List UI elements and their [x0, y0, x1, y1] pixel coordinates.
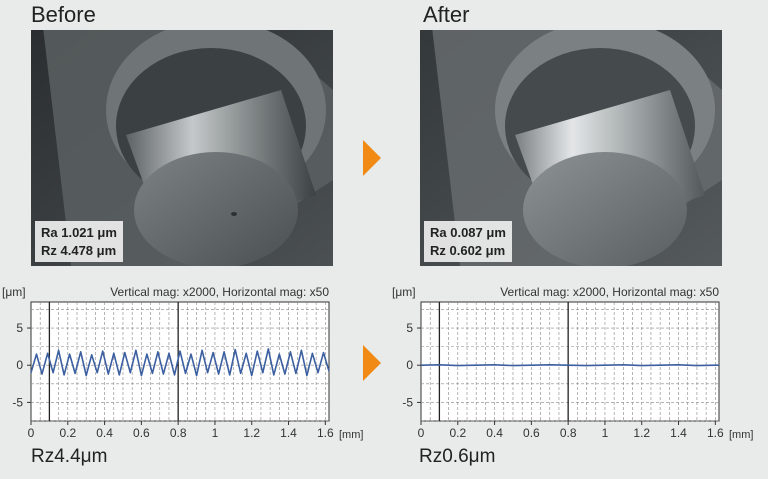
x-axis-label: [mm] — [339, 429, 363, 441]
before-roughness-box: Ra 1.021 μm Rz 4.478 μm — [35, 221, 123, 262]
after-roughness-box: Ra 0.087 μm Rz 0.602 μm — [424, 221, 512, 262]
plot-area — [30, 301, 330, 422]
x-tick-label: 1.2 — [243, 426, 260, 440]
x-tick-label: 1 — [212, 426, 219, 440]
x-tick-label: 1.2 — [633, 426, 650, 440]
profile-line — [420, 364, 719, 367]
x-tick-label: 0.8 — [560, 426, 577, 440]
x-tick-label: 0.6 — [523, 426, 540, 440]
x-tick-label: 1.6 — [317, 426, 334, 440]
y-tick-label: 5 — [406, 321, 413, 335]
after-rz-value: Rz 0.602 μm — [430, 243, 506, 258]
x-tick-label: 0.2 — [449, 426, 466, 440]
after-profile-svg: 0 0.2 0.4 0.6 0.8 1 1.2 1.4 1.6 5 0 -5 [μm] [mm] Verti… — [392, 285, 753, 441]
y-tick-label: -5 — [402, 395, 413, 409]
x-tick-label: 1.6 — [707, 426, 724, 440]
arrow-right-icon — [363, 140, 381, 176]
x-tick-label: 1 — [602, 426, 609, 440]
x-axis-label: [mm] — [729, 429, 753, 441]
plot-area — [420, 301, 720, 422]
before-profile-chart: 0 0.2 0.4 0.6 0.8 1 1.2 1.4 1.6 5 0 -5 [μm] [mm] Verti… — [0, 284, 363, 441]
y-axis-label: [μm] — [392, 285, 416, 299]
before-title: Before — [31, 2, 96, 27]
x-tick-label: 0 — [418, 426, 425, 440]
chart-title: Vertical mag: x2000, Horizontal mag: x50 — [110, 285, 329, 299]
profile-line — [30, 348, 330, 377]
x-tick-label: 0 — [28, 426, 35, 440]
x-tick-label: 0.2 — [59, 426, 76, 440]
arrow-right-icon — [363, 345, 381, 381]
y-tick-label: 0 — [406, 358, 413, 372]
after-profile-chart: 0 0.2 0.4 0.6 0.8 1 1.2 1.4 1.6 5 0 -5 [μm] [mm] Verti… — [390, 284, 753, 441]
before-ra-value: Ra 1.021 μm — [41, 225, 117, 240]
y-axis-label: [μm] — [2, 285, 26, 299]
x-tick-label: 1.4 — [670, 426, 687, 440]
after-photo: Ra 0.087 μm Rz 0.602 μm — [420, 30, 722, 266]
before-rz-caption: Rz4.4μm — [31, 446, 108, 467]
x-tick-label: 0.4 — [486, 426, 503, 440]
x-tick-label: 0.4 — [96, 426, 113, 440]
x-tick-label: 0.6 — [133, 426, 150, 440]
chart-title: Vertical mag: x2000, Horizontal mag: x50 — [500, 285, 719, 299]
before-rz-value: Rz 4.478 μm — [41, 243, 117, 258]
after-title: After — [423, 2, 470, 27]
x-tick-label: 1.4 — [280, 426, 297, 440]
x-tick-label: 0.8 — [170, 426, 187, 440]
y-tick-label: 0 — [16, 358, 23, 372]
before-profile-svg: 0 0.2 0.4 0.6 0.8 1 1.2 1.4 1.6 5 0 -5 [μm] [mm] Verti… — [2, 285, 363, 441]
y-tick-label: 5 — [16, 321, 23, 335]
before-photo: Ra 1.021 μm Rz 4.478 μm — [31, 30, 333, 266]
after-ra-value: Ra 0.087 μm — [430, 225, 506, 240]
y-tick-label: -5 — [12, 395, 23, 409]
after-rz-caption: Rz0.6μm — [419, 446, 496, 467]
